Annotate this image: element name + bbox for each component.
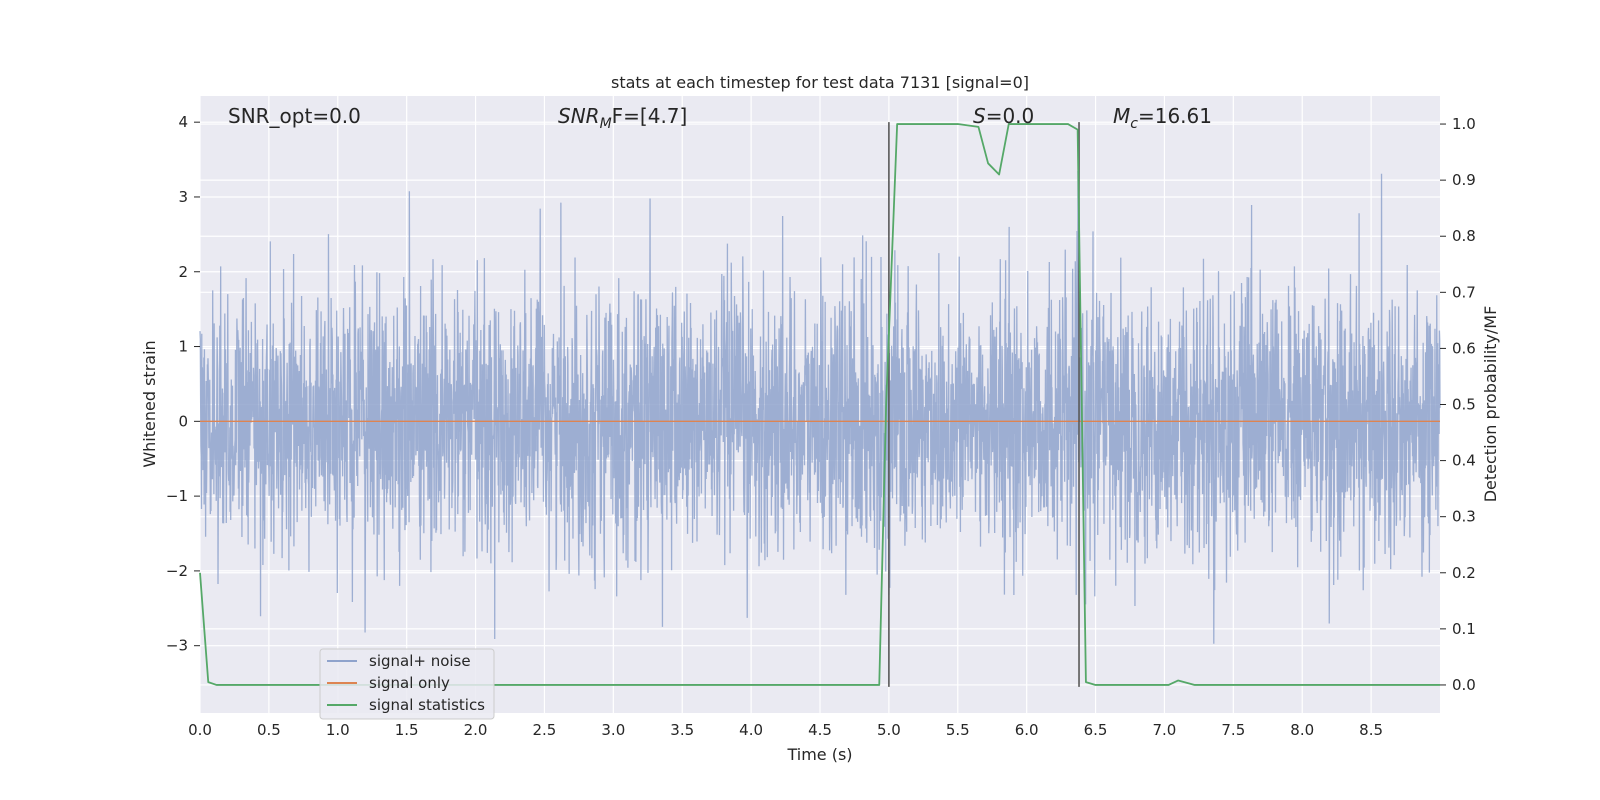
annotation-mc: Mc=16.61	[1113, 104, 1212, 132]
legend-label-stats: signal statistics	[369, 696, 485, 714]
annotation-s: S=0.0	[973, 104, 1034, 128]
annotation-snr-opt: SNR_opt=0.0	[228, 104, 361, 128]
x-tick-label: 2.5	[533, 721, 557, 739]
x-tick-label: 3.0	[601, 721, 625, 739]
annotation-snr-mf-sub: M	[600, 116, 612, 132]
y-left-tick-label: −3	[166, 637, 188, 655]
annotation-mc-tail: =16.61	[1138, 104, 1212, 128]
y-right-tick-label: 0.9	[1452, 171, 1476, 189]
y-axis-label-right: Detection probability/MF	[1481, 306, 1500, 503]
y-right-tick-label: 0.4	[1452, 452, 1476, 470]
x-tick-label: 5.0	[877, 721, 901, 739]
y-right-tick-label: 0.1	[1452, 620, 1476, 638]
y-left-tick-label: 2	[178, 263, 188, 281]
y-right-tick-label: 0.5	[1452, 396, 1476, 414]
tick-layer: 0.0 0.5 1.0 1.5 2.0 2.5 3.0 3.5 4.0 4.5 5.0 5.5 6.0 6…	[166, 113, 1476, 739]
annotation-mc-sub: c	[1130, 116, 1138, 132]
y-right-tick-label: 0.2	[1452, 564, 1476, 582]
x-tick-label: 6.5	[1084, 721, 1108, 739]
x-tick-label: 1.5	[395, 721, 419, 739]
y-left-tick-label: 4	[178, 113, 188, 131]
y-axis-label-left: Whitened strain	[140, 340, 159, 467]
x-tick-label: 1.0	[326, 721, 350, 739]
x-tick-label: 6.0	[1015, 721, 1039, 739]
x-tick-label: 5.5	[946, 721, 970, 739]
y-left-tick-label: 1	[178, 338, 188, 356]
x-tick-label: 7.5	[1221, 721, 1245, 739]
y-right-tick-label: 0.6	[1452, 339, 1476, 357]
legend: signal+ noise signal only signal statist…	[319, 648, 495, 720]
x-axis-label: Time (s)	[786, 745, 852, 764]
chart-title: stats at each timestep for test data 713…	[611, 73, 1029, 92]
series-signal-noise-line	[199, 171, 1441, 644]
annotation-snr-mf-tail: F=[4.7]	[612, 104, 688, 128]
series-layer	[199, 122, 1440, 687]
annotation-snr-mf-main: SNR	[558, 104, 600, 128]
y-right-tick-label: 1.0	[1452, 115, 1476, 133]
y-left-tick-label: 3	[178, 188, 188, 206]
x-tick-label: 8.0	[1290, 721, 1314, 739]
legend-frame	[319, 648, 495, 720]
x-tick-label: 4.5	[808, 721, 832, 739]
x-tick-label: 3.5	[670, 721, 694, 739]
x-tick-label: 0.5	[257, 721, 281, 739]
y-right-tick-label: 0.7	[1452, 283, 1476, 301]
series-signal-statistics-line	[199, 123, 1440, 686]
y-right-tick-label: 0.3	[1452, 508, 1476, 526]
noise-layer	[199, 171, 1441, 644]
y-right-tick-label: 0.8	[1452, 227, 1476, 245]
y-left-tick-label: 0	[178, 412, 188, 430]
annotation-mc-main: M	[1113, 104, 1130, 128]
x-tick-label: 2.0	[464, 721, 488, 739]
x-tick-label: 0.0	[188, 721, 212, 739]
y-left-tick-label: −2	[166, 562, 188, 580]
annotation-s-main: S	[973, 104, 986, 128]
x-tick-label: 8.5	[1359, 721, 1383, 739]
legend-label-noise: signal+ noise	[369, 652, 471, 670]
x-tick-label: 4.0	[739, 721, 763, 739]
annotation-snr-mf: SNRMF=[4.7]	[558, 104, 687, 132]
y-right-tick-label: 0.0	[1452, 676, 1476, 694]
legend-label-signal: signal only	[369, 674, 450, 692]
y-left-tick-label: −1	[166, 487, 188, 505]
annotation-s-tail: =0.0	[986, 104, 1035, 128]
x-tick-label: 7.0	[1153, 721, 1177, 739]
